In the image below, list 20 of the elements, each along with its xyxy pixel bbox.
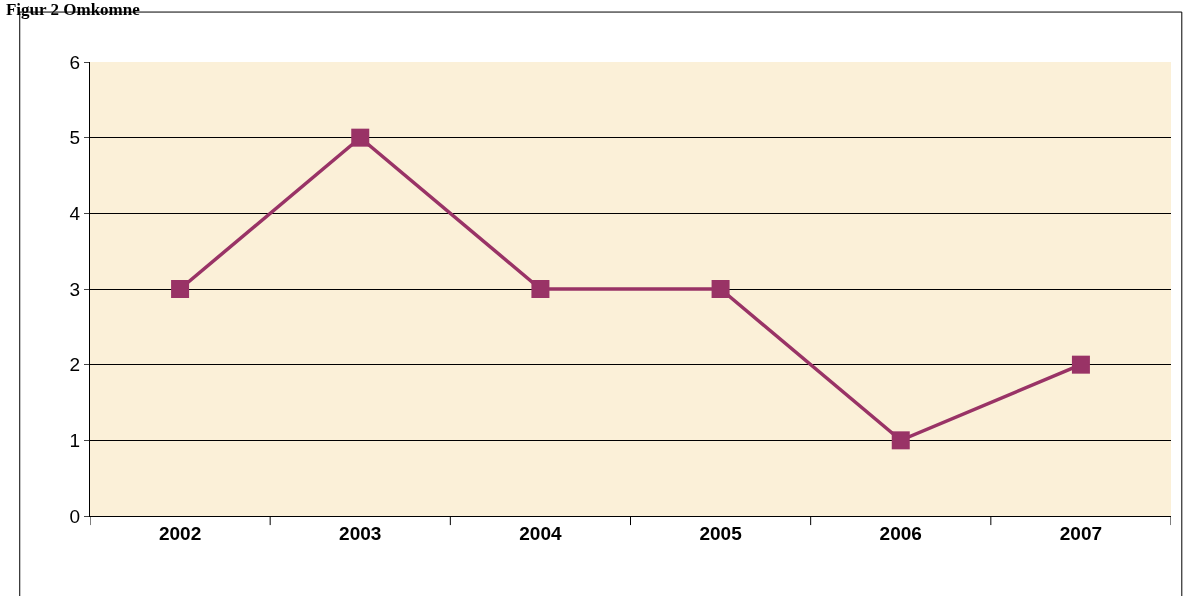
y-tick-label: 0 — [69, 505, 81, 527]
point — [351, 128, 370, 147]
x-tick-label: 2007 — [1059, 522, 1103, 544]
y-tick-label: 5 — [69, 127, 81, 149]
y-tick-label: 1 — [69, 429, 81, 451]
point — [1071, 355, 1090, 374]
chart-title: Figur 2 Omkomne — [5, 0, 141, 19]
x-tick-label: 2005 — [699, 522, 743, 544]
x-tick-label: 2003 — [339, 522, 382, 544]
x-tick-label: 2002 — [158, 522, 202, 544]
x-tick-label: 2004 — [519, 522, 562, 544]
y-tick-label: 6 — [69, 51, 81, 73]
x-tick-label: 2006 — [879, 522, 922, 544]
point — [171, 280, 190, 298]
point — [531, 280, 550, 298]
y-tick-label: 2 — [69, 354, 81, 376]
point — [891, 431, 910, 450]
y-tick-label: 3 — [69, 278, 81, 300]
y-tick-label: 4 — [69, 202, 81, 224]
point — [711, 280, 730, 298]
